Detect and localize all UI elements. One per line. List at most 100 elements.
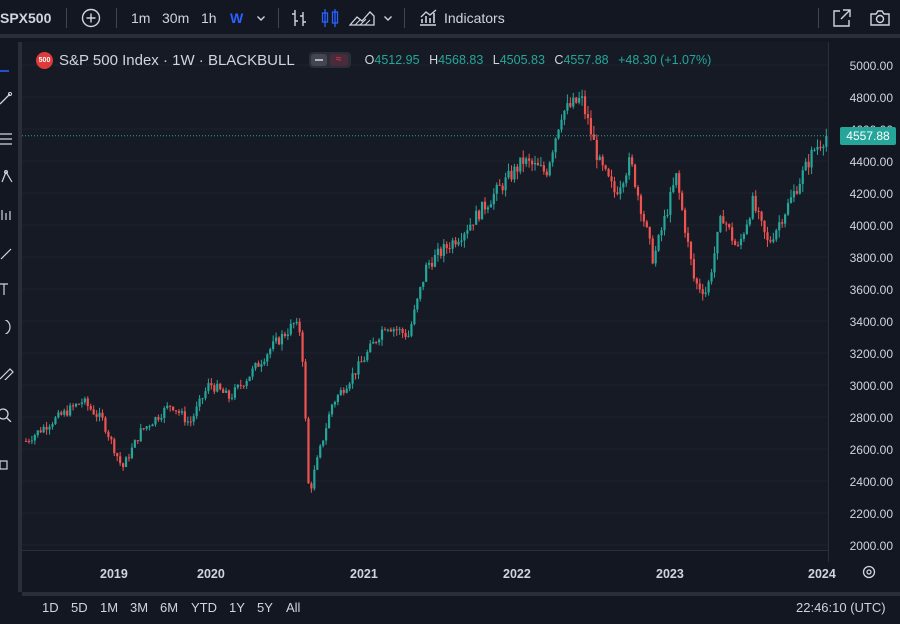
area-chart-type-button[interactable]: [349, 0, 375, 36]
candle-body: [380, 329, 384, 340]
candles-chart-type-button[interactable]: [320, 0, 340, 36]
candle-up: [419, 286, 422, 302]
candle-down: [722, 209, 725, 224]
brush-tool[interactable]: [0, 246, 14, 260]
candle-body: [736, 245, 740, 247]
candle-up: [386, 328, 390, 333]
candle-body: [60, 412, 63, 415]
axis-settings-button[interactable]: [861, 564, 877, 585]
candle-up: [83, 396, 86, 405]
candle-down: [227, 389, 231, 403]
range-5y[interactable]: 5Y: [257, 600, 273, 615]
candle-body: [316, 457, 319, 470]
candle-body: [345, 388, 348, 393]
measure-tool[interactable]: [0, 366, 14, 383]
interval-1h[interactable]: 1h: [201, 10, 217, 26]
candle-up: [513, 163, 516, 183]
candle-body: [551, 152, 554, 163]
compare-symbol-button[interactable]: [81, 0, 101, 36]
candle-down: [242, 384, 245, 389]
divider: [404, 8, 405, 28]
candle-down: [545, 168, 548, 178]
candle-body: [654, 250, 657, 264]
candle-body: [639, 195, 643, 214]
trendline-tool[interactable]: [0, 91, 14, 106]
emoji-tool[interactable]: [0, 318, 14, 336]
candle-body: [274, 337, 278, 342]
interval-dropdown[interactable]: [255, 0, 267, 36]
series-legend: 500 S&P 500 Index · 1W · BLACKBULL ≈ O45…: [36, 49, 717, 71]
candle-up: [792, 184, 796, 203]
candle-up: [230, 393, 234, 401]
zoom-tool[interactable]: [0, 408, 14, 423]
candle-body: [39, 430, 42, 433]
candle-body: [792, 191, 796, 198]
symbol-search[interactable]: SPX500: [0, 10, 52, 26]
text-tool[interactable]: [0, 282, 14, 296]
candle-up: [489, 200, 492, 208]
candle-body: [548, 162, 551, 176]
indicators-button[interactable]: Indicators: [418, 0, 505, 36]
lock-tool[interactable]: [0, 456, 14, 470]
candle-up: [195, 401, 198, 420]
candle-body: [92, 409, 95, 415]
candle-up: [192, 413, 195, 426]
fib-tool[interactable]: [0, 132, 14, 146]
candle-up: [554, 137, 557, 159]
expand-icon: [833, 9, 851, 27]
candles-icon: [321, 9, 339, 27]
candle-down: [681, 190, 684, 212]
screenshot-button[interactable]: [869, 0, 891, 36]
clock[interactable]: 22:46:10 (UTC): [796, 600, 886, 615]
chart-pane[interactable]: [22, 42, 828, 550]
interval-w[interactable]: W: [230, 10, 244, 26]
candle-up: [345, 385, 348, 394]
candle-down: [383, 327, 387, 331]
candle-body: [289, 323, 292, 335]
interval-1m[interactable]: 1m: [131, 10, 151, 26]
candle-up: [410, 321, 413, 338]
bar-chart-type-button[interactable]: [290, 0, 308, 36]
chart-type-dropdown[interactable]: [382, 0, 394, 36]
price-axis[interactable]: 5000.00 4800.00 4600.00 4400.00 4200.00 …: [828, 42, 900, 579]
series-title[interactable]: S&P 500 Index · 1W · BLACKBULL: [59, 51, 295, 69]
range-ytd[interactable]: YTD: [191, 600, 217, 615]
candle-body: [445, 244, 448, 249]
candle-up: [442, 238, 445, 263]
candle-body: [325, 428, 328, 441]
divider: [818, 8, 819, 28]
candle-up: [151, 423, 154, 427]
fullscreen-button[interactable]: [832, 0, 852, 36]
candle-down: [113, 437, 116, 457]
range-1y[interactable]: 1Y: [229, 600, 245, 615]
cursor-tool[interactable]: [0, 64, 14, 78]
range-6m[interactable]: 6M: [160, 600, 179, 615]
candle-down: [766, 226, 769, 247]
candle-body: [589, 118, 593, 135]
forecast-tool[interactable]: [0, 208, 14, 222]
range-1d[interactable]: 1D: [42, 600, 59, 615]
interval-30m[interactable]: 30m: [162, 10, 190, 26]
candle-body: [357, 361, 360, 375]
candle-body: [139, 428, 142, 442]
candle-body: [451, 240, 454, 249]
candle-up: [422, 281, 425, 291]
range-3m[interactable]: 3M: [130, 600, 149, 615]
candle-down: [121, 462, 125, 471]
candle-body: [772, 239, 775, 242]
range-all[interactable]: All: [286, 600, 301, 615]
candle-down: [522, 150, 525, 173]
pattern-tool[interactable]: [0, 170, 14, 184]
legend-toggles[interactable]: ≈: [308, 52, 351, 68]
candle-down: [39, 426, 42, 434]
candle-up: [492, 188, 495, 210]
candle-up: [566, 94, 569, 115]
candle-up: [269, 347, 272, 359]
candle-up: [180, 408, 184, 416]
range-1m[interactable]: 1M: [100, 600, 119, 615]
time-axis[interactable]: 2019 2020 2021 2022 2023 2024: [22, 550, 836, 593]
candle-down: [698, 278, 701, 294]
candle-body: [280, 333, 284, 345]
candle-up: [525, 156, 528, 167]
range-5d[interactable]: 5D: [71, 600, 88, 615]
